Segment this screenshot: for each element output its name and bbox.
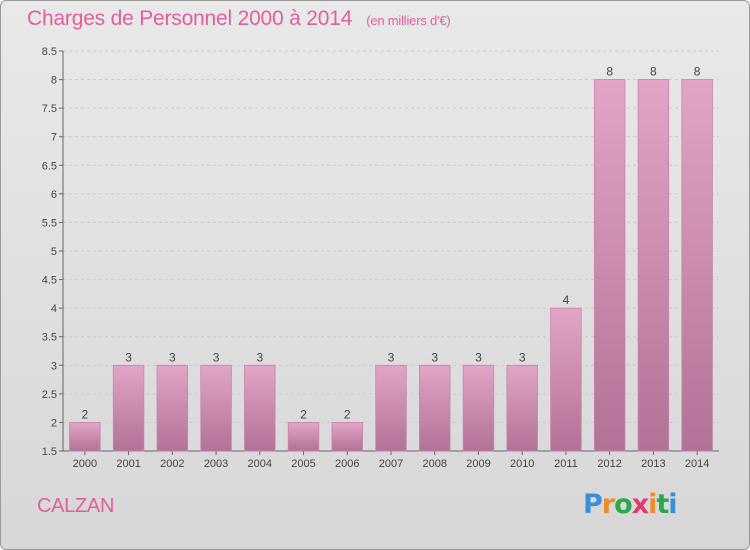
bar-2009 <box>462 364 495 452</box>
y-tick-label: 2 <box>51 417 57 429</box>
x-tick-label: 2004 <box>248 458 272 470</box>
bar-2012 <box>593 79 626 452</box>
x-tick-label: 2007 <box>379 458 403 470</box>
data-label-2002: 3 <box>169 350 176 364</box>
y-tick-label: 3.5 <box>42 332 57 344</box>
data-label-2012: 8 <box>606 65 613 79</box>
y-tick-label: 1.5 <box>42 446 57 458</box>
chart-title: Charges de Personnel 2000 à 2014 (en mill… <box>27 7 451 31</box>
data-label-2010: 3 <box>519 350 526 364</box>
bar-2006 <box>331 422 363 452</box>
x-tick-label: 2008 <box>422 458 446 470</box>
y-tick-label: 2.5 <box>42 389 57 401</box>
chart-title-text: Charges de Personnel 2000 à 2014 <box>27 7 353 30</box>
x-tick-label: 2013 <box>641 458 665 470</box>
bars <box>69 79 713 452</box>
x-tick-label: 2011 <box>554 458 578 470</box>
y-tick-label: 3 <box>51 360 57 372</box>
bar-2014 <box>681 79 713 452</box>
x-tick-label: 2002 <box>160 458 184 470</box>
bar-2008 <box>419 364 451 452</box>
bar-2005 <box>287 422 320 452</box>
y-tick-label: 7 <box>51 132 57 144</box>
data-label-2003: 3 <box>213 350 220 364</box>
data-label-2008: 3 <box>431 350 438 364</box>
brand-logo[interactable]: Proxiti <box>583 489 678 520</box>
x-tick-labels: 2000 2001 2002 2003 2004 2005 2006 2007 2008 2009… <box>73 458 710 470</box>
bar-2003 <box>200 364 232 452</box>
bar-2010 <box>506 364 538 452</box>
chart-subtitle: (en milliers d'€) <box>366 13 451 28</box>
x-tick-label: 2003 <box>204 458 228 470</box>
x-tick-label: 2005 <box>291 458 315 470</box>
bar-2004 <box>244 364 276 452</box>
data-labels: 2 3 3 3 3 2 2 3 3 3 3 4 8 8 8 <box>82 65 701 422</box>
y-tick-label: 5 <box>51 246 57 258</box>
x-tick-label: 2001 <box>116 458 140 470</box>
x-tick-label: 2010 <box>510 458 534 470</box>
data-label-2014: 8 <box>694 65 701 79</box>
bar-2001 <box>112 364 145 452</box>
commune-name: CALZAN <box>37 495 115 517</box>
data-label-2007: 3 <box>388 350 395 364</box>
y-tick-label: 8 <box>51 75 57 87</box>
x-tick-label: 2009 <box>466 458 490 470</box>
data-label-2005: 2 <box>300 407 307 421</box>
y-tick-label: 6 <box>51 189 57 201</box>
y-tick-label: 6.5 <box>42 160 57 172</box>
x-tick-label: 2014 <box>685 458 709 470</box>
bar-2013 <box>637 79 670 452</box>
bar-2011 <box>550 307 582 452</box>
bar-2007 <box>375 364 407 452</box>
data-label-2011: 4 <box>563 293 570 307</box>
x-tick-label: 2006 <box>335 458 359 470</box>
x-tick-label: 2000 <box>73 458 97 470</box>
y-tick-label: 8.5 <box>42 46 57 58</box>
data-label-2013: 8 <box>650 65 657 79</box>
bar-2000 <box>69 422 101 452</box>
data-label-2004: 3 <box>256 350 263 364</box>
data-label-2009: 3 <box>475 350 482 364</box>
y-tick-label: 4 <box>51 303 57 315</box>
y-tick-label: 7.5 <box>42 103 57 115</box>
y-tick-labels: 1.5 2 2.5 3 3.5 4 4.5 5 5.5 6 6.5 7 7.5 8 8.5 <box>42 46 57 458</box>
data-label-2001: 3 <box>125 350 132 364</box>
data-label-2006: 2 <box>344 407 351 421</box>
y-tick-label: 4.5 <box>42 275 57 287</box>
bar-2002 <box>156 364 189 452</box>
x-tick-label: 2012 <box>597 458 621 470</box>
data-label-2000: 2 <box>82 407 89 421</box>
y-tick-label: 5.5 <box>42 217 57 229</box>
